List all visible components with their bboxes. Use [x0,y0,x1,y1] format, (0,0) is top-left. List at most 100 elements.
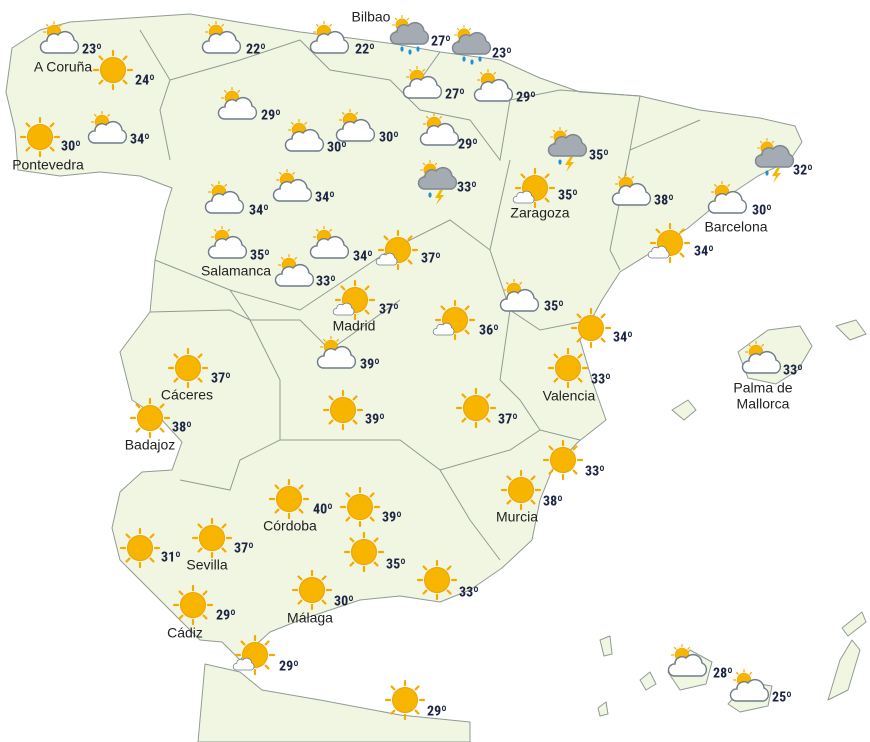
city-name: Badajoz [125,437,176,453]
sun-ray [727,184,730,187]
sun-ray [316,24,319,27]
sun-ray [336,339,339,342]
temperature: 34º [130,132,150,148]
sun-disc [508,477,534,503]
sun-ray [749,672,752,675]
sun [322,389,364,431]
sun-disc [199,525,225,551]
sun-ray [544,173,550,179]
temperature: 30º [752,203,772,219]
weather-icon [87,110,128,144]
sun-ray [349,561,355,567]
temperature: 33º [316,274,336,290]
sun-ray [390,685,396,691]
lightning [772,168,781,183]
cloud [87,120,128,144]
sun-ray [674,647,677,650]
sun-ray [506,499,512,505]
cloud [272,178,313,202]
temperature: 27º [431,34,451,50]
sun-ray [748,344,751,347]
temperature: 37º [498,412,518,428]
sun [339,486,381,528]
sun-ray [329,24,332,27]
rain-drop [462,56,466,62]
sun-ray [600,313,606,319]
sun-ray [461,393,467,399]
sun-ray [446,565,452,571]
sun-ray [373,561,379,567]
sun-ray [125,557,131,563]
sun-disc [347,494,373,520]
sun-ray [548,469,554,475]
temperature: 32º [793,163,813,179]
sun-ray [576,313,582,319]
sun-ray [383,235,389,241]
temperature: 34º [315,190,335,206]
temperature: 25º [772,690,792,706]
cloud [741,350,782,374]
sun-ray [221,523,227,529]
sun [547,347,589,389]
weather-icon [274,253,315,287]
temperature: 37º [421,251,441,267]
cloud [499,288,540,312]
cloud [512,190,535,204]
sun-ray [304,122,307,125]
sun-ray [714,184,717,187]
temperature: 30º [327,140,347,156]
sun-ray [422,69,425,72]
sun [542,439,584,481]
weather-icon [339,486,381,528]
sun-ray [464,329,470,335]
sun-disc [180,592,206,618]
weather-icon [741,340,782,374]
sun-disc [550,447,576,473]
sun-ray [736,672,739,675]
weather-icon [570,307,612,349]
temperature: 24º [135,73,155,89]
weather-icon [204,180,245,214]
weather-icon [232,634,276,676]
rain-drop [428,192,432,198]
city-name: A Coruña [34,59,93,75]
sun-ray [464,305,470,311]
sun-ray [159,427,165,433]
cloud [207,235,248,259]
sun-ray [221,547,227,553]
sun-ray [544,197,550,203]
sun-ray [178,614,184,620]
canary-6 [599,635,613,657]
weather-icon [268,478,310,520]
sun [92,49,134,91]
temperature: 39º [360,357,380,373]
temperature: 37º [379,302,399,318]
sun-ray [679,252,685,258]
sun-disc [27,124,53,150]
sun-ray [94,114,97,117]
sun-ray [687,647,690,650]
weather-icon [272,168,313,202]
weather-icon [754,137,795,183]
sun-ray [240,640,246,646]
temperature: 33º [457,180,477,196]
temperature: 22º [355,42,375,58]
weather-icon [417,159,458,205]
peninsula [5,13,803,661]
temperature: 22º [246,42,266,58]
sun-ray [297,575,303,581]
sun-ray [553,353,559,359]
cloud [232,657,255,671]
sun-ray [173,377,179,383]
sun-ray [506,475,512,481]
sun-ray [373,537,379,543]
stations: 23º 24º A Coruña 30º Pontevedra 34º 22º 22º 27º B… [12,9,813,721]
temperature: 38º [654,193,674,209]
sun-ray [329,229,332,232]
sun-ray [202,614,208,620]
sun-ray [552,129,556,133]
weather-icon [335,108,376,142]
weather-icon [39,20,80,54]
cloud [389,21,430,45]
sun-ray [446,589,452,595]
